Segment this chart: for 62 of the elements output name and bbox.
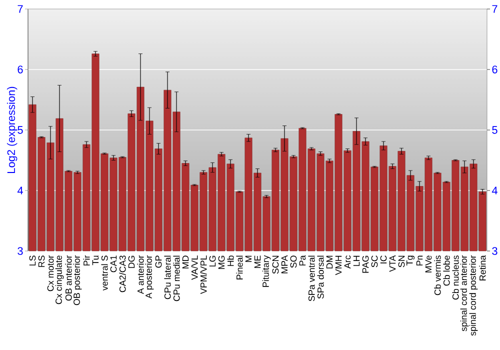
y2-tick-label: 6: [492, 66, 498, 74]
x-tick-label: MG: [218, 256, 225, 269]
y2-tick-label: 7: [492, 5, 498, 13]
y-axis-title: Log2 (expression): [6, 86, 18, 173]
y2-tick-label: 3: [492, 247, 498, 255]
y2-tick-label: 4: [492, 186, 498, 194]
y-tick-label: 7: [18, 5, 23, 13]
x-tick-label: Tu: [92, 256, 99, 266]
x-tick-label: A anterior: [137, 255, 144, 294]
x-tick-label: SN: [398, 256, 405, 268]
x-tick-label: Cb vermis: [434, 256, 441, 296]
x-tick-label: VMH: [335, 256, 342, 276]
x-tick-label: VPM/VPL: [200, 255, 207, 294]
x-tick-label: VTA: [389, 255, 396, 272]
x-tick-label: CPu lateral: [164, 256, 171, 300]
x-tick-label: DG: [128, 256, 135, 268]
x-tick-label: Cx cingulate: [55, 256, 64, 304]
x-tick-label: SPa ventral: [308, 256, 315, 302]
x-tick-label: GP: [155, 256, 162, 268]
y-tick-label: 6: [18, 66, 23, 74]
x-tick-label: ventral S: [101, 256, 108, 291]
x-tick-label: Cx motor: [47, 255, 54, 292]
x-tick-label: Tg: [406, 256, 415, 266]
x-tick-label: Cb lobe: [443, 256, 450, 286]
x-tick-label: Pn: [416, 256, 423, 266]
x-tick-label: VA/VL: [191, 255, 198, 280]
x-tick-label: A posterior: [145, 255, 154, 299]
x-tick-label: MVe: [425, 256, 432, 272]
x-tick-label: Pituitary: [262, 255, 271, 287]
x-tick-label: LS: [29, 256, 36, 266]
x-tick-label: IC: [380, 256, 387, 264]
y-tick-label: 4: [17, 186, 23, 194]
y2-tick-label: 5: [492, 126, 498, 134]
x-tick-label: SO: [290, 256, 297, 268]
x-tick-label: Retina: [479, 255, 486, 280]
x-tick-label: Cb nucleus: [452, 256, 459, 300]
x-tick-label: Pineal: [236, 256, 243, 280]
x-tick-label: spinal cord anterior: [460, 255, 469, 332]
y-tick-label: 5: [18, 126, 23, 134]
x-tick-label: CPu medial: [173, 256, 180, 302]
x-tick-label: Pir: [83, 255, 90, 266]
x-tick-label: DM: [326, 256, 333, 268]
x-tick-label: SCN: [272, 256, 279, 274]
x-tick-label: Pa: [299, 255, 306, 266]
x-tick-label: LH: [353, 256, 360, 266]
x-tick-label: OB posterior: [73, 255, 82, 306]
x-tick-label: RS: [38, 256, 45, 267]
x-tick-label: SC: [371, 256, 378, 268]
y-tick-label: 3: [18, 247, 23, 255]
x-tick-label: MPA: [281, 255, 288, 274]
x-tick-label: spinal cord posterior: [469, 255, 478, 336]
x-tick-label: PAG: [362, 256, 369, 273]
x-tick-label: SPa dorsal: [317, 256, 324, 299]
x-tick-label: Arc: [344, 255, 351, 269]
x-tick-label: Hb: [227, 256, 234, 266]
x-tick-label: LG: [209, 256, 216, 266]
x-tick-label: MD: [182, 256, 189, 268]
x-tick-label: OB anterior: [65, 255, 72, 301]
x-tick-label: CA1: [110, 256, 117, 272]
x-tick-label: CA2/CA3: [119, 256, 126, 292]
x-tick-label: ME: [254, 256, 261, 268]
x-tick-label: M: [245, 256, 252, 262]
